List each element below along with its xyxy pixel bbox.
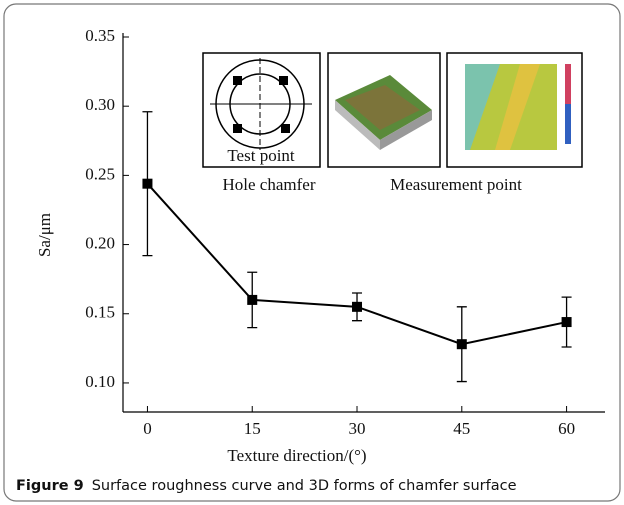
- y-tick-label: 0.10: [85, 372, 115, 391]
- marker: [247, 295, 257, 305]
- caption-label: Figure 9: [16, 478, 84, 494]
- x-tick-label: 0: [143, 419, 152, 438]
- marker: [352, 302, 362, 312]
- inset-label: Measurement point: [390, 175, 522, 194]
- figure: Test point Hole chamfer Measurement poin…: [0, 0, 624, 505]
- x-tick-label: 60: [558, 419, 575, 438]
- marker: [457, 339, 467, 349]
- marker: [562, 317, 572, 327]
- inset-label: Hole chamfer: [223, 175, 316, 194]
- marker: [142, 179, 152, 189]
- x-tick-label: 15: [244, 419, 261, 438]
- y-tick-label: 0.35: [85, 26, 115, 45]
- x-axis-label: Texture direction/(°): [227, 446, 366, 465]
- y-tick-label: 0.30: [85, 95, 115, 114]
- inset-label: Test point: [227, 146, 295, 165]
- y-axis-label: Sa/μm: [35, 213, 54, 257]
- y-tick-label: 0.25: [85, 164, 115, 183]
- x-tick-label: 45: [453, 419, 470, 438]
- x-tick-label: 30: [349, 419, 366, 438]
- y-tick-label: 0.20: [85, 233, 115, 252]
- caption-text: Surface roughness curve and 3D forms of …: [92, 478, 517, 494]
- y-tick-label: 0.15: [85, 303, 115, 322]
- caption: Figure 9 Surface roughness curve and 3D f…: [16, 478, 517, 494]
